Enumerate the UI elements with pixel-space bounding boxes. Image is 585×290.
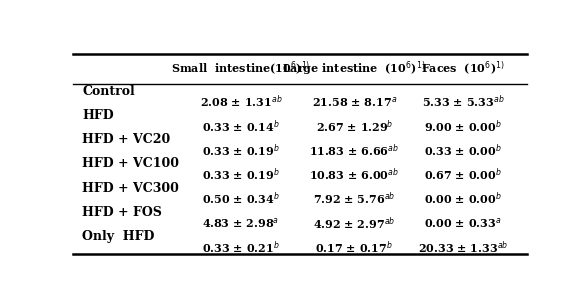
Text: 0.33 ± 0.21$^{b}$: 0.33 ± 0.21$^{b}$ <box>202 239 280 256</box>
Text: 0.33 ± 0.19$^{b}$: 0.33 ± 0.19$^{b}$ <box>202 142 280 159</box>
Text: 0.33 ± 0.00$^{b}$: 0.33 ± 0.00$^{b}$ <box>424 142 502 159</box>
Text: HFD + FOS: HFD + FOS <box>82 206 162 219</box>
Text: 2.67 ± 1.29$^{b}$: 2.67 ± 1.29$^{b}$ <box>315 118 393 135</box>
Text: HFD: HFD <box>82 109 114 122</box>
Text: Only  HFD: Only HFD <box>82 230 154 243</box>
Text: 4.83 ± 2.98$^{a}$: 4.83 ± 2.98$^{a}$ <box>202 216 280 230</box>
Text: 7.92 ± 5.76$^{ab}$: 7.92 ± 5.76$^{ab}$ <box>313 191 395 207</box>
Text: 21.58 ± 8.17$^{a}$: 21.58 ± 8.17$^{a}$ <box>312 95 397 109</box>
Text: Control: Control <box>82 85 135 98</box>
Text: Faces  (10$^6$)$^{1)}$: Faces (10$^6$)$^{1)}$ <box>421 60 505 78</box>
Text: 5.33 ± 5.33$^{ab}$: 5.33 ± 5.33$^{ab}$ <box>422 94 504 110</box>
Text: HFD + VC100: HFD + VC100 <box>82 157 179 171</box>
Text: 20.33 ± 1.33$^{ab}$: 20.33 ± 1.33$^{ab}$ <box>418 239 508 256</box>
Text: Large intestine  (10$^6$)$^{1)}$: Large intestine (10$^6$)$^{1)}$ <box>283 59 426 78</box>
Text: 10.83 ± 6.00$^{ab}$: 10.83 ± 6.00$^{ab}$ <box>309 166 399 183</box>
Text: 2.08 ± 1.31$^{ab}$: 2.08 ± 1.31$^{ab}$ <box>199 94 282 110</box>
Text: 0.00 ± 0.33$^{a}$: 0.00 ± 0.33$^{a}$ <box>424 216 502 230</box>
Text: 11.83 ± 6.66$^{ab}$: 11.83 ± 6.66$^{ab}$ <box>309 142 399 159</box>
Text: 0.00 ± 0.00$^{b}$: 0.00 ± 0.00$^{b}$ <box>424 191 502 207</box>
Text: 0.17 ± 0.17$^{b}$: 0.17 ± 0.17$^{b}$ <box>315 239 393 256</box>
Text: 0.67 ± 0.00$^{b}$: 0.67 ± 0.00$^{b}$ <box>424 166 502 183</box>
Text: 0.50 ± 0.34$^{b}$: 0.50 ± 0.34$^{b}$ <box>202 191 280 207</box>
Text: 0.33 ± 0.19$^{b}$: 0.33 ± 0.19$^{b}$ <box>202 166 280 183</box>
Text: HFD + VC20: HFD + VC20 <box>82 133 170 146</box>
Text: 4.92 ± 2.97$^{ab}$: 4.92 ± 2.97$^{ab}$ <box>313 215 395 232</box>
Text: HFD + VC300: HFD + VC300 <box>82 182 179 195</box>
Text: 0.33 ± 0.14$^{b}$: 0.33 ± 0.14$^{b}$ <box>202 118 280 135</box>
Text: Small  intestine(10$^6$)$^{1)}$: Small intestine(10$^6$)$^{1)}$ <box>171 60 311 78</box>
Text: 9.00 ± 0.00$^{b}$: 9.00 ± 0.00$^{b}$ <box>424 118 502 135</box>
